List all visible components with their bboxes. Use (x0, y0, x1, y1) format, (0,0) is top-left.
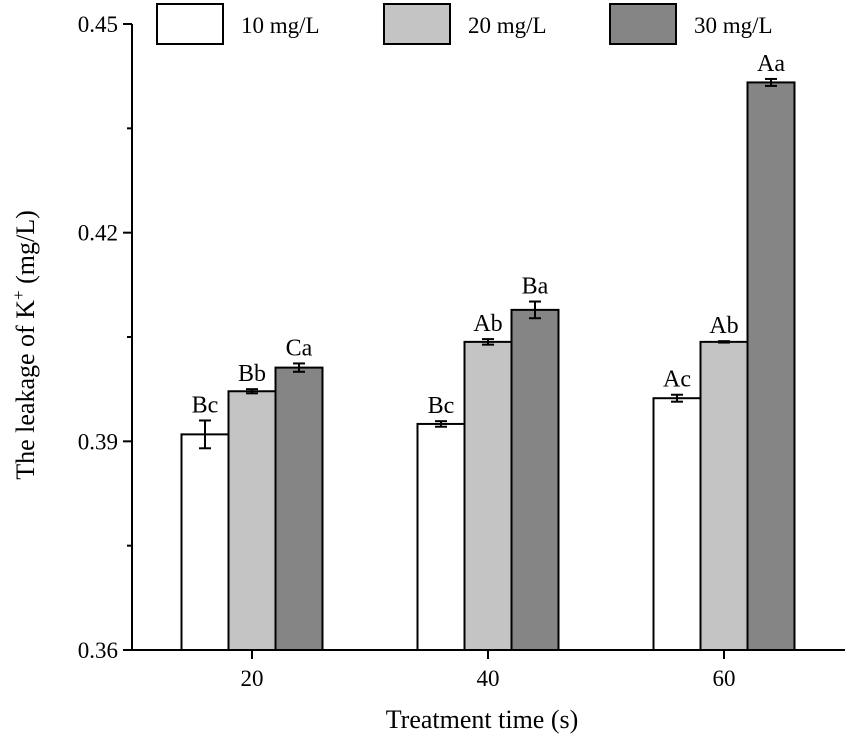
bar (180, 433, 230, 651)
x-axis-title: Treatment time (s) (386, 705, 579, 734)
y-axis-title-unit: (mg/L) (11, 210, 40, 290)
legend-label: 20 mg/L (468, 13, 547, 38)
legend-swatch (383, 3, 451, 45)
x-axis-ticks: 20 40 60 (241, 650, 736, 691)
significance-label: Ca (286, 335, 313, 361)
legend-label: 10 mg/L (241, 13, 320, 38)
y-tick-label: 0.45 (78, 12, 118, 37)
y-axis-title-superscript: + (9, 290, 28, 300)
y-axis-title: The leakage of K+ (mg/L) (9, 210, 40, 480)
legend-label: 30 mg/L (694, 13, 773, 38)
y-axis-ticks: 0.36 0.39 0.42 0.45 (78, 12, 132, 663)
x-tick-label: 60 (713, 666, 736, 691)
significance-label: Aa (757, 51, 785, 77)
bar (746, 81, 796, 651)
bar (510, 308, 560, 651)
y-axis-title-main: The leakage of K (11, 300, 40, 480)
bar (274, 366, 324, 651)
bar (227, 390, 277, 651)
bar (652, 397, 702, 651)
bar (463, 340, 513, 651)
legend-swatch (609, 3, 677, 45)
significance-label: Ab (709, 313, 738, 339)
significance-label: Bc (192, 392, 219, 418)
significance-label: Bc (428, 393, 455, 419)
legend: 10 mg/L 20 mg/L 30 mg/L (156, 3, 773, 45)
y-tick-label: 0.39 (78, 429, 118, 454)
bars-layer (180, 77, 796, 652)
bar (699, 340, 749, 651)
significance-label: Ac (663, 367, 691, 393)
legend-swatch (156, 3, 224, 45)
bar (416, 422, 466, 652)
y-tick-label: 0.36 (78, 638, 118, 663)
significance-label: Ab (473, 311, 502, 337)
significance-labels: Bc Bb Ca Bc Ab Ba Ac Ab Aa (192, 51, 786, 419)
x-tick-label: 40 (477, 666, 500, 691)
significance-label: Bb (238, 361, 266, 387)
significance-label: Ba (522, 274, 549, 300)
x-tick-label: 20 (241, 666, 264, 691)
y-tick-label: 0.42 (78, 221, 118, 246)
